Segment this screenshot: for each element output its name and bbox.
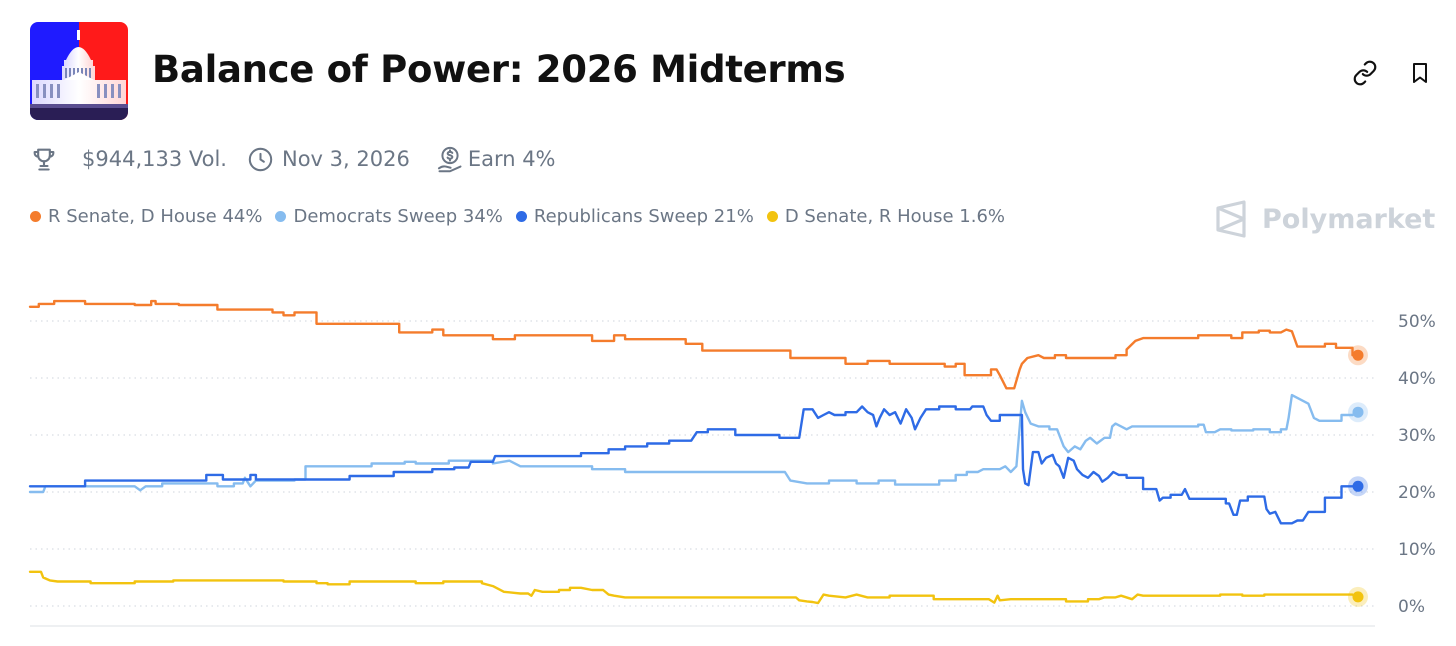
chart-legend: R Senate, D House 44% Democrats Sweep 34… (30, 206, 1018, 227)
series-end-dot (1352, 591, 1364, 603)
series-end-dot (1352, 349, 1364, 361)
legend-item: D Senate, R House 1.6% (766, 206, 1005, 227)
y-tick-label: 10% (1398, 540, 1436, 560)
legend-dot (30, 211, 41, 222)
brand-name: Polymarket (1262, 203, 1436, 235)
market-meta: $944,133 Vol. Nov 3, 2026 Earn 4% (30, 145, 556, 173)
legend-item: Republicans Sweep 21% (515, 206, 754, 227)
legend-item: R Senate, D House 44% (30, 206, 262, 227)
bookmark-button[interactable] (1405, 58, 1435, 88)
series-end-dot (1352, 406, 1364, 418)
capitol-image (30, 22, 128, 120)
earn-icon (436, 145, 464, 173)
trophy-icon (30, 145, 58, 173)
bookmark-icon (1413, 63, 1427, 83)
legend-label: Democrats Sweep 34% (293, 206, 503, 227)
market-thumbnail (30, 22, 128, 120)
series-line (28, 405, 1360, 525)
legend-label: D Senate, R House 1.6% (784, 206, 1005, 227)
y-tick-label: 40% (1398, 369, 1436, 389)
earn-text: Earn 4% (467, 147, 556, 171)
series-line (28, 393, 1360, 494)
polymarket-watermark: Polymarket (1214, 200, 1435, 238)
end-date-text: Nov 3, 2026 (281, 147, 410, 171)
series-line (28, 299, 1360, 390)
line-chart: 0% 10% 20% 30% 40% 50% (28, 299, 1436, 627)
legend-dot (275, 211, 287, 222)
y-tick-label: 50% (1398, 312, 1436, 332)
legend-label: R Senate, D House 44% (48, 206, 263, 227)
legend-dot (515, 211, 527, 222)
volume-text: $944,133 Vol. (82, 147, 227, 171)
polymarket-logo-icon (1216, 200, 1246, 238)
legend-item: Democrats Sweep 34% (275, 206, 503, 227)
y-tick-label: 30% (1398, 426, 1436, 446)
y-tick-label: 20% (1398, 483, 1436, 503)
legend-label: Republicans Sweep 21% (533, 206, 754, 227)
series-line (28, 570, 1360, 605)
link-icon (1353, 60, 1377, 86)
page-title: Balance of Power: 2026 Midterms (152, 48, 846, 91)
legend-dot (766, 211, 778, 222)
y-tick-label: 0% (1398, 597, 1425, 617)
clock-icon (247, 146, 274, 173)
copy-link-button[interactable] (1350, 58, 1380, 88)
series-end-dot (1352, 480, 1364, 492)
